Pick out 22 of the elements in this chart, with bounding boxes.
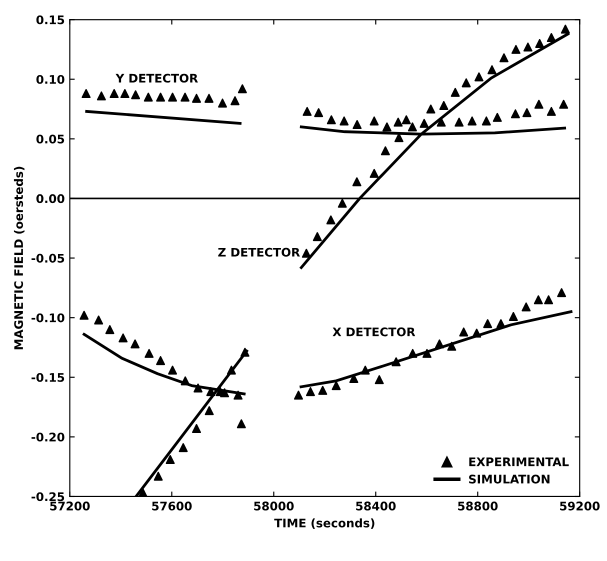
y-tick-label: -0.15: [32, 372, 64, 382]
y-tick-label: 0.05: [36, 134, 64, 144]
x-tick-label: 58000: [254, 502, 294, 510]
x-tick-label: 59200: [560, 502, 600, 510]
y-axis-title: MAGNETIC FIELD (oersteds): [14, 166, 24, 350]
x-axis-title: TIME (seconds): [274, 518, 374, 529]
x-tick-label: 58400: [356, 502, 396, 510]
y-tick-label: -0.10: [32, 313, 64, 322]
y-tick-label: 0.10: [36, 74, 64, 84]
annotation: Z DETECTOR: [218, 248, 300, 257]
legend-label: SIMULATION: [469, 474, 550, 484]
annotation: X DETECTOR: [332, 327, 416, 336]
y-tick-label: -0.25: [32, 492, 64, 502]
y-tick-label: -0.20: [32, 432, 64, 442]
legend-label: EXPERIMENTAL: [469, 457, 569, 466]
x-tick-label: 58800: [458, 502, 498, 510]
annotation: Y DETECTOR: [116, 74, 198, 83]
y-tick-label: 0.00: [36, 194, 64, 204]
x-tick-label: 57200: [50, 502, 90, 510]
y-tick-label: -0.05: [32, 254, 64, 263]
x-tick-label: 57600: [152, 502, 192, 510]
y-tick-label: 0.15: [36, 15, 64, 24]
